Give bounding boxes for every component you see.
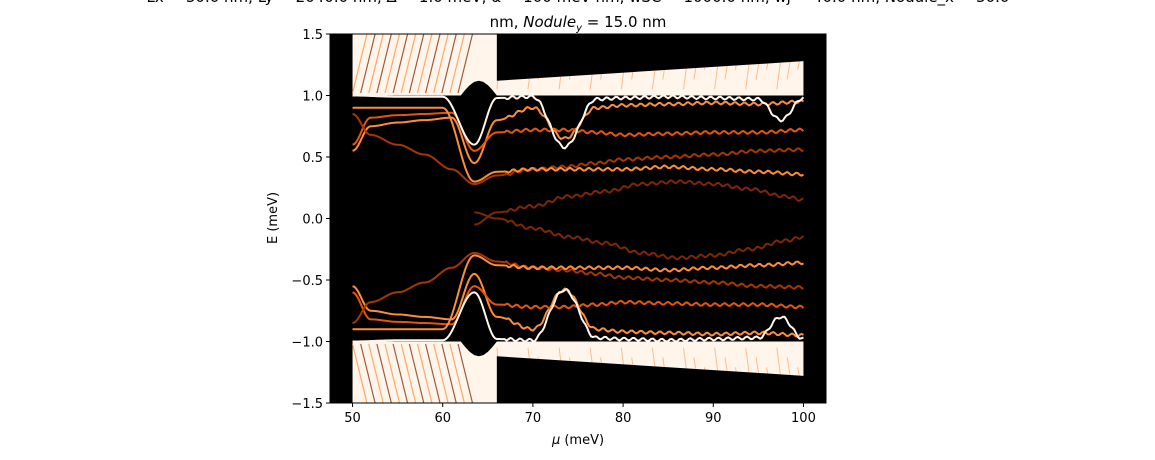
- continuum-fringe: [400, 343, 417, 403]
- continuum-fringe: [351, 34, 368, 94]
- series-band-upper-2: [352, 111, 805, 152]
- continuum-fringe: [360, 34, 376, 94]
- chart-title-line1: Lx = 30.0 nm, Ly = 2040.0 nm, Δ = 1.0 me…: [147, 0, 1010, 7]
- x-tick-label: 70: [525, 411, 542, 426]
- series-band-edge-upper: [352, 94, 805, 150]
- continuum-fringe: [416, 34, 433, 94]
- continuum-fringe: [351, 343, 368, 403]
- y-tick-label: −1.5: [291, 397, 323, 412]
- series-band-upper-3: [352, 112, 804, 186]
- chart-title-line2: nm, Noduley = 15.0 nm: [490, 13, 667, 34]
- x-tick-label: 60: [434, 411, 451, 426]
- x-tick-label: 90: [705, 411, 722, 426]
- series-band-edge-lower: [352, 288, 804, 343]
- series-band-lower-4: [352, 254, 804, 331]
- continuum-fringe: [449, 34, 465, 94]
- y-tick-label: 0.0: [302, 213, 323, 228]
- y-tick-label: 1.0: [302, 90, 323, 105]
- x-tick-label: 100: [791, 411, 816, 426]
- continuum-fringe: [392, 343, 409, 403]
- continuum-fringe: [457, 343, 474, 403]
- continuum-fringe: [425, 343, 441, 403]
- continuum-edge: [807, 34, 826, 403]
- series-band-mid-a: [474, 211, 805, 261]
- continuum-fringe: [416, 343, 433, 403]
- y-tick-label: −1.0: [291, 336, 323, 351]
- x-axis-ticks: 50 60 70 80 90 100: [344, 403, 816, 426]
- continuum-fringe: [433, 343, 449, 403]
- continuum-edge: [330, 34, 351, 403]
- series-band-lower-3: [352, 251, 804, 325]
- continuum-fringe: [408, 343, 425, 403]
- y-axis-ticks: 1.5 1.0 0.5 0.0 −0.5 −1.0 −1.5: [291, 28, 330, 412]
- continuum-fringe: [368, 343, 384, 403]
- continuum-fringe: [368, 34, 384, 94]
- y-tick-label: −0.5: [291, 274, 323, 289]
- y-tick-label: 1.5: [302, 28, 323, 43]
- continuum-fringe: [457, 34, 474, 94]
- continuum-fringe: [376, 34, 392, 94]
- continuum-fringe: [384, 343, 401, 403]
- continuum-fringe: [384, 34, 401, 94]
- continuum-fringe: [392, 34, 409, 94]
- continuum-fringe: [441, 34, 457, 94]
- continuum-fringe: [441, 343, 457, 403]
- energy-bands: [352, 94, 805, 343]
- x-tick-label: 50: [344, 411, 361, 426]
- continuum-fringe: [433, 34, 449, 94]
- continuum-band: [330, 34, 826, 403]
- continuum-gap: [496, 356, 806, 403]
- continuum-fringe: [425, 34, 441, 94]
- continuum-fringe: [449, 343, 465, 403]
- series-band-upper-4: [352, 106, 804, 183]
- continuum-fringe: [360, 343, 376, 403]
- y-tick-label: 0.5: [302, 151, 323, 166]
- continuum-fringe: [400, 34, 417, 94]
- y-axis-label: E (meV): [266, 192, 281, 244]
- continuum-fringe: [376, 343, 392, 403]
- continuum-fringe: [408, 34, 425, 94]
- series-band-mid-b: [474, 179, 804, 226]
- x-tick-label: 80: [615, 411, 632, 426]
- continuum-gap: [496, 34, 806, 81]
- x-axis-label: μ (meV): [551, 433, 604, 448]
